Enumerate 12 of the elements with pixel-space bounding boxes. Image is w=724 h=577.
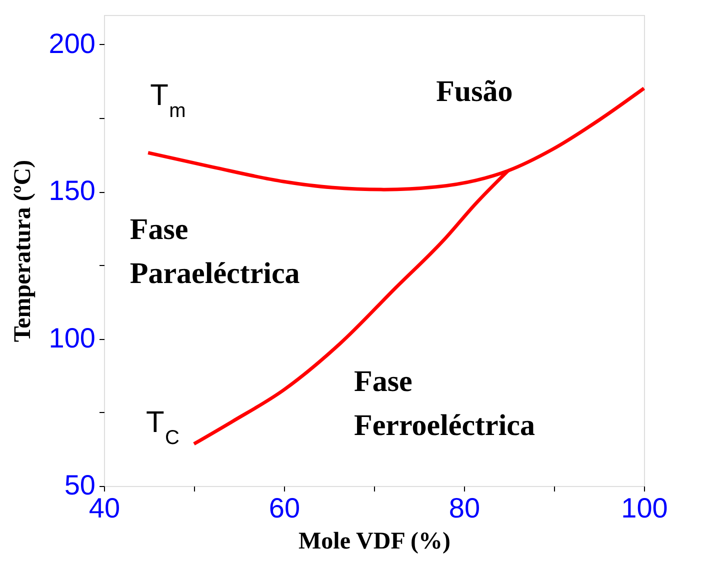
annotation: Fusão	[436, 74, 513, 108]
annotation: Fase Paraeléctrica	[130, 212, 300, 290]
annotation: Fase Ferroeléctrica	[354, 364, 535, 442]
y-tick-label: 100	[48, 322, 96, 354]
x-tick-label: 80	[448, 492, 480, 524]
x-tick-label: 100	[621, 492, 668, 524]
y-tick-label: 50	[64, 470, 96, 500]
y-axis-title: Temperatura (ºC)	[10, 160, 36, 342]
y-tick-label: 200	[48, 28, 96, 59]
x-tick-label: 60	[268, 492, 300, 524]
x-axis-title: Mole VDF (%)	[298, 528, 450, 554]
y-tick-label: 150	[48, 175, 96, 206]
